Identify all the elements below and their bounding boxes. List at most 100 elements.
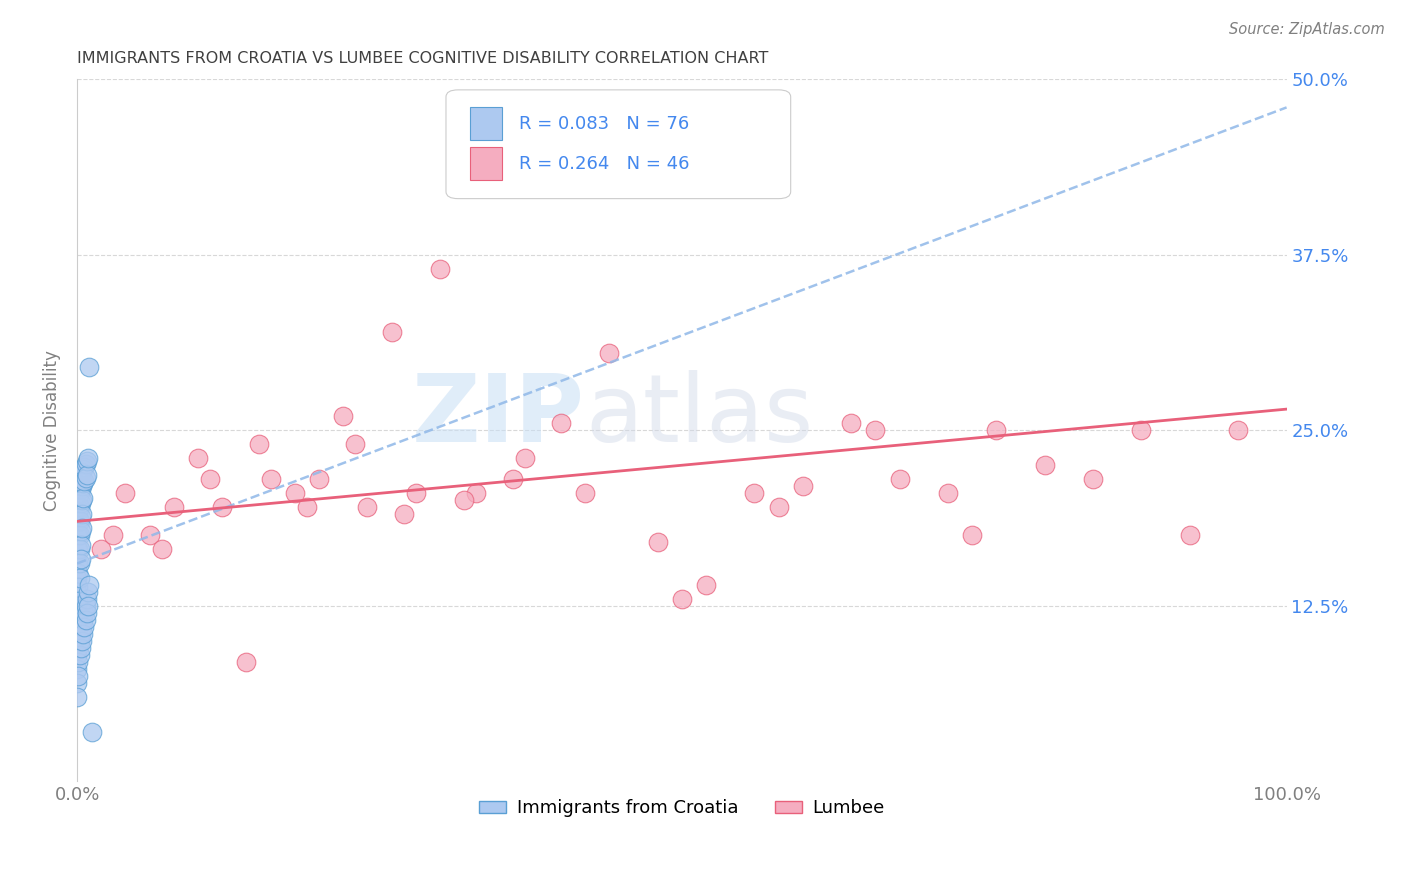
Point xyxy=(67,580,90,594)
Point xyxy=(77,577,100,591)
Point xyxy=(344,437,367,451)
FancyBboxPatch shape xyxy=(446,90,790,199)
Point xyxy=(77,599,100,613)
Point xyxy=(73,474,96,488)
Point xyxy=(69,640,91,655)
Point xyxy=(76,454,98,468)
Point xyxy=(695,577,717,591)
Point xyxy=(513,451,536,466)
Point xyxy=(1130,423,1153,437)
Point xyxy=(69,472,91,486)
Point xyxy=(67,479,90,493)
Point xyxy=(392,508,415,522)
Point xyxy=(356,500,378,515)
Point xyxy=(332,409,354,424)
Point xyxy=(69,496,91,510)
Point xyxy=(72,613,94,627)
Point xyxy=(211,500,233,515)
Point xyxy=(69,538,91,552)
Point xyxy=(75,471,97,485)
Point xyxy=(647,535,669,549)
Point xyxy=(69,486,91,500)
Bar xyxy=(470,146,502,180)
Point xyxy=(792,479,814,493)
Point xyxy=(295,500,318,515)
Point xyxy=(70,521,93,535)
Point xyxy=(72,476,94,491)
Point xyxy=(69,482,91,496)
Point xyxy=(69,633,91,648)
Point xyxy=(284,486,307,500)
Point xyxy=(66,528,89,542)
Point xyxy=(70,465,93,479)
Point xyxy=(76,606,98,620)
Point xyxy=(77,359,100,374)
Text: R = 0.083   N = 76: R = 0.083 N = 76 xyxy=(519,114,689,133)
Legend: Immigrants from Croatia, Lumbee: Immigrants from Croatia, Lumbee xyxy=(472,792,891,824)
Point xyxy=(66,599,89,613)
Point xyxy=(67,542,90,557)
Point xyxy=(380,325,402,339)
Point xyxy=(69,626,91,640)
Text: IMMIGRANTS FROM CROATIA VS LUMBEE COGNITIVE DISABILITY CORRELATION CHART: IMMIGRANTS FROM CROATIA VS LUMBEE COGNIT… xyxy=(77,51,769,66)
Point xyxy=(66,662,89,676)
Point xyxy=(80,724,103,739)
Point xyxy=(66,570,89,584)
Point xyxy=(150,542,173,557)
Point xyxy=(76,591,98,606)
Point xyxy=(67,640,90,655)
Text: atlas: atlas xyxy=(585,370,813,462)
Point xyxy=(67,623,90,637)
Text: R = 0.264   N = 46: R = 0.264 N = 46 xyxy=(519,154,689,172)
Point xyxy=(66,584,89,599)
Point xyxy=(70,633,93,648)
Point xyxy=(163,500,186,515)
Point xyxy=(67,528,90,542)
Point xyxy=(77,584,100,599)
Point xyxy=(70,508,93,522)
Point xyxy=(66,648,89,662)
Point xyxy=(67,557,90,571)
Point xyxy=(75,457,97,471)
Point xyxy=(103,528,125,542)
Point xyxy=(66,690,89,704)
Point xyxy=(75,599,97,613)
Point xyxy=(960,528,983,542)
Point xyxy=(839,416,862,430)
Point xyxy=(235,655,257,669)
Point xyxy=(76,468,98,483)
Point xyxy=(69,552,91,566)
Point xyxy=(69,528,91,542)
Point xyxy=(67,594,90,608)
Point xyxy=(889,472,911,486)
Point xyxy=(66,515,89,529)
Point xyxy=(70,479,93,493)
Point xyxy=(259,472,281,486)
Point xyxy=(66,557,89,571)
Point xyxy=(72,462,94,476)
Point xyxy=(768,500,790,515)
Point xyxy=(69,500,91,515)
Point xyxy=(986,423,1008,437)
Point xyxy=(72,491,94,505)
Point xyxy=(67,655,90,669)
Point xyxy=(75,613,97,627)
Point xyxy=(69,524,91,539)
Point xyxy=(936,486,959,500)
Point xyxy=(66,542,89,557)
Point xyxy=(69,570,91,584)
Point xyxy=(73,620,96,634)
Point xyxy=(114,486,136,500)
Point xyxy=(69,510,91,524)
Point xyxy=(550,416,572,430)
Point xyxy=(1178,528,1201,542)
Point xyxy=(502,472,524,486)
Point xyxy=(744,486,766,500)
Point xyxy=(66,675,89,690)
Point xyxy=(67,566,90,581)
Point xyxy=(69,557,91,571)
Point xyxy=(70,620,93,634)
Point xyxy=(67,669,90,683)
Point xyxy=(405,486,427,500)
Point xyxy=(73,606,96,620)
